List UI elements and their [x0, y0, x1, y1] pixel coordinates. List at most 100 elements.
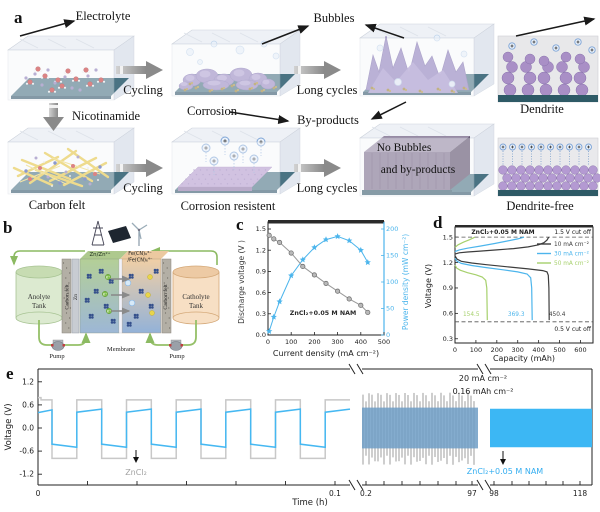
box-content — [24, 66, 106, 93]
tick-label: 100 — [386, 278, 398, 286]
box-content — [178, 40, 280, 93]
tick-label: 1.5 — [256, 225, 266, 233]
carbon-felt-electrode-left — [61, 258, 72, 334]
box-content — [12, 147, 110, 188]
power-grid-icons — [91, 220, 148, 246]
power-density-marker — [270, 313, 277, 320]
dense-cycling-band — [362, 407, 478, 449]
chart-cycling-stability: 1.2 0.6 0.0 -0.6 -1.2 0 0.1 0.2 97 98 118 e 20 mA … — [4, 363, 593, 508]
chart-polarization: 0 100 200 300 400 500 0.0 0.3 0.6 0.9 1.2 1.5 0 50 100… — [236, 215, 410, 358]
tick-label: 100 — [470, 346, 482, 354]
zn-electrode — [71, 258, 80, 334]
50 mA cm⁻²-discharge-curve — [454, 264, 488, 321]
flow-arrow — [261, 25, 310, 45]
tick-label: 300 — [331, 338, 343, 346]
chart-c-xlabel: Current density (mA cm⁻²) — [273, 349, 379, 358]
label-fe-couple-2: /Fe(CN)₆⁴⁻ — [127, 258, 153, 264]
discharge-voltage-marker — [271, 236, 277, 242]
chart-d-cutoff-high-label: 1.5 V cut off — [554, 229, 591, 236]
capacity-label: 450.4 — [549, 312, 566, 318]
nam-voltage-profile — [37, 408, 351, 449]
tick-label: 0.3 — [443, 335, 453, 343]
label-pump-right: Pump — [169, 353, 184, 360]
cell-top-left — [80, 251, 128, 259]
k-ion — [102, 291, 108, 297]
label-nicotinamide: Nicotinamide — [72, 109, 140, 123]
pump — [169, 341, 183, 351]
glass-box — [359, 123, 495, 197]
chart-e-label-blue: ZnCl₂+0.05 M NAM — [467, 467, 544, 476]
label-corrosion: Corrosion — [187, 104, 238, 118]
label-by-products: By-products — [297, 113, 359, 127]
tick-label: 0.9 — [256, 268, 266, 276]
discharge-voltage-marker — [311, 272, 317, 278]
label-cycling-top: Cycling — [123, 83, 163, 97]
discharge-voltage-marker — [266, 232, 272, 238]
k-ion — [105, 274, 111, 280]
chart-e-ylabel: Voltage (V) — [4, 403, 14, 450]
label-anolyte-tank: Anolyte — [28, 293, 51, 301]
panel-e-letter: e — [6, 364, 14, 383]
flow-arrow — [515, 16, 596, 37]
panel-c-letter: c — [236, 215, 244, 234]
box-content — [362, 136, 470, 195]
tick-label: 50 — [386, 305, 394, 313]
label-pump-left: Pump — [49, 353, 64, 360]
transmission-tower-icon — [91, 220, 105, 246]
tick-label: 1.5 — [443, 233, 453, 241]
chart-d-title: ZnCl₂+0.05 M NAM — [471, 229, 534, 236]
chart-c-ylabel-left: Discharge voltage (V ) — [237, 240, 246, 324]
power-density-marker — [276, 298, 283, 305]
panel-a-letter: a — [14, 8, 23, 27]
chart-d-ylabel: Voltage (V) — [424, 264, 433, 308]
chart-e-current-density: 20 mA cm⁻² — [459, 374, 507, 383]
flow-arrow — [229, 111, 290, 124]
label-carbon-felt-left: Carbon felt — [64, 284, 71, 310]
10 mA cm⁻²-discharge-curve — [454, 255, 550, 321]
label-catholyte-tank: Catholyte — [182, 293, 209, 301]
chart-e-areal-capacity: 0.16 mAh cm⁻² — [453, 387, 514, 396]
discharge-voltage-marker — [346, 296, 352, 302]
ions — [84, 268, 159, 327]
tick-label: 500 — [553, 346, 565, 354]
label-cycling-bottom: Cycling — [123, 181, 163, 195]
tick-label: 0.6 — [256, 289, 266, 297]
dendrite-cross-section — [497, 35, 599, 103]
label-anolyte-tank-2: Tank — [32, 302, 46, 310]
label-long-cycles-top: Long cycles — [297, 83, 358, 97]
pump — [51, 341, 65, 351]
box-content — [365, 34, 470, 94]
power-density-marker — [334, 233, 341, 240]
tick-label: 200 — [491, 346, 503, 354]
tick-label: 300 — [512, 346, 524, 354]
chart-e-xlabel: Time (h) — [291, 498, 328, 508]
flow-arrow — [370, 101, 407, 120]
discharge-voltage-marker — [358, 302, 364, 308]
power-density-marker — [322, 236, 330, 243]
panel-a-schematic: a Electrolyte Bubbles Cycling Corrosion … — [7, 8, 600, 213]
tick-label: 0.1 — [329, 489, 341, 498]
label-bubbles: Bubbles — [314, 11, 355, 25]
label-zn-couple: Zn/Zn²⁺ — [89, 251, 110, 258]
tick-label: 97 — [467, 489, 477, 498]
glass-box — [7, 35, 135, 101]
circuit-arrow-left — [10, 250, 85, 266]
glass-box — [171, 127, 301, 195]
pipe — [182, 320, 197, 346]
label-catholyte-tank-2: Tank — [189, 302, 203, 310]
tick-label: 200 — [386, 225, 398, 233]
pipe — [145, 332, 170, 346]
tick-label: 0.0 — [256, 331, 266, 339]
glass-box — [359, 23, 495, 97]
legend-label: 10 mA cm⁻² — [554, 241, 589, 248]
chart-e-label-gray: ZnCl₂ — [125, 468, 147, 477]
power-density-marker — [364, 259, 371, 266]
solar-panel-icon — [108, 226, 131, 243]
panel-b-letter: b — [3, 218, 12, 237]
blue-annotation-arrowhead — [500, 459, 506, 465]
process-arrow — [294, 61, 341, 79]
power-density-marker — [311, 244, 318, 251]
pipe — [38, 320, 52, 346]
pipe — [64, 332, 91, 346]
